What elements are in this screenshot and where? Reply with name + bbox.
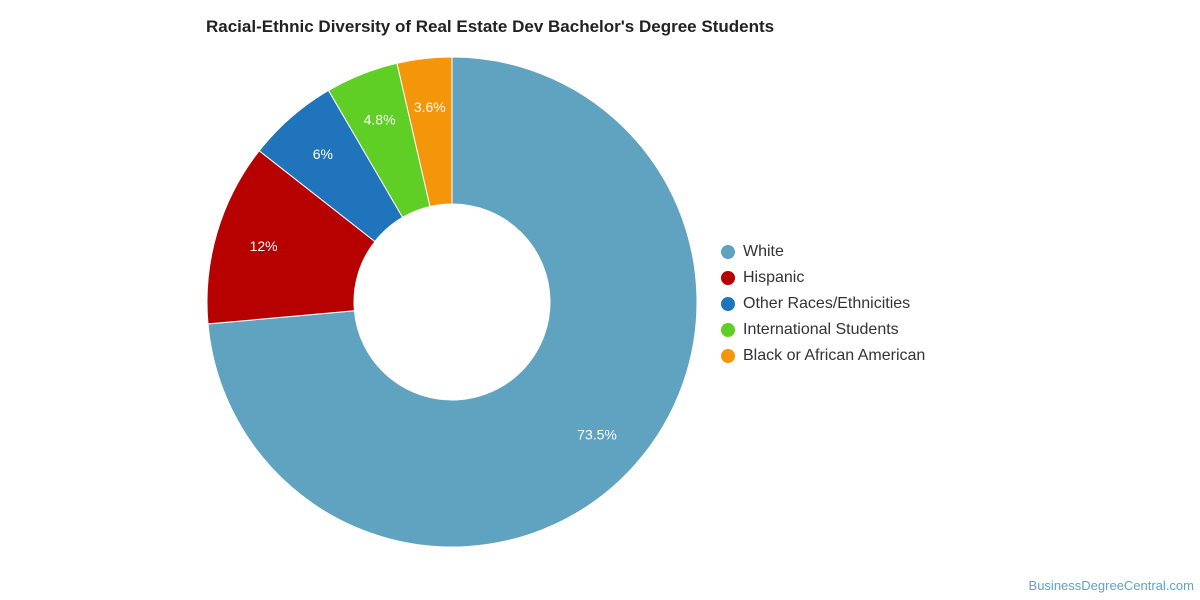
legend-label: White xyxy=(743,243,784,260)
legend-label: Black or African American xyxy=(743,347,926,364)
donut-slice-1[interactable] xyxy=(206,150,376,325)
slice-data-label: 6% xyxy=(313,146,333,162)
legend-label: International Students xyxy=(743,321,899,338)
legend-swatch-icon xyxy=(721,297,735,311)
legend-item-2[interactable]: Other Races/Ethnicities xyxy=(721,291,925,317)
legend-label: Other Races/Ethnicities xyxy=(743,295,911,312)
legend-swatch-icon xyxy=(721,245,735,259)
slice-data-label: 4.8% xyxy=(364,111,396,127)
legend-label: Hispanic xyxy=(743,269,805,286)
donut-slice-4[interactable] xyxy=(396,56,453,208)
legend-swatch-icon xyxy=(721,271,735,285)
slice-data-label: 12% xyxy=(250,238,278,254)
chart-title: Racial-Ethnic Diversity of Real Estate D… xyxy=(206,17,775,36)
legend-item-4[interactable]: Black or African American xyxy=(721,343,925,369)
legend-swatch-icon xyxy=(721,323,735,337)
slice-data-label: 3.6% xyxy=(414,99,446,115)
legend-item-0[interactable]: White xyxy=(721,239,925,265)
legend-item-3[interactable]: International Students xyxy=(721,317,925,343)
donut-slice-0[interactable] xyxy=(207,56,698,548)
footer-credit[interactable]: BusinessDegreeCentral.com xyxy=(1028,578,1194,593)
chart-legend: White Hispanic Other Races/Ethnicities Inte… xyxy=(721,239,925,369)
slice-data-label: 73.5% xyxy=(577,427,617,443)
legend-swatch-icon xyxy=(721,349,735,363)
legend-item-1[interactable]: Hispanic xyxy=(721,265,925,291)
